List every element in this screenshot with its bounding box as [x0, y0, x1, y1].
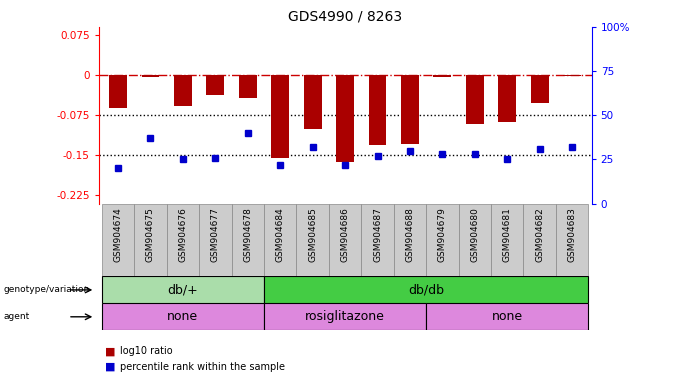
Bar [207, 75, 224, 95]
Text: GSM904677: GSM904677 [211, 207, 220, 262]
Text: db/db: db/db [408, 283, 444, 296]
Text: GDS4990 / 8263: GDS4990 / 8263 [288, 10, 402, 23]
Text: rosiglitazone: rosiglitazone [305, 310, 385, 323]
Bar [264, 276, 588, 303]
Text: GSM904688: GSM904688 [405, 207, 415, 262]
Bar [531, 75, 549, 103]
Bar [296, 204, 329, 276]
Bar [401, 75, 419, 144]
Text: GSM904680: GSM904680 [471, 207, 479, 262]
Text: ■: ■ [105, 362, 116, 372]
Bar [102, 276, 264, 303]
Text: genotype/variation: genotype/variation [3, 285, 90, 295]
Text: GSM904686: GSM904686 [341, 207, 350, 262]
Bar [491, 204, 524, 276]
Bar [498, 75, 516, 122]
Bar [361, 204, 394, 276]
Bar [426, 204, 458, 276]
Text: GSM904678: GSM904678 [243, 207, 252, 262]
Text: agent: agent [3, 312, 30, 321]
Text: GSM904679: GSM904679 [438, 207, 447, 262]
Text: GSM904683: GSM904683 [568, 207, 577, 262]
Bar [174, 75, 192, 106]
Bar [167, 204, 199, 276]
Text: GSM904682: GSM904682 [535, 207, 544, 262]
Bar [232, 204, 264, 276]
Bar [134, 204, 167, 276]
Text: GSM904687: GSM904687 [373, 207, 382, 262]
Text: GSM904676: GSM904676 [178, 207, 188, 262]
Text: none: none [167, 310, 199, 323]
Text: GSM904675: GSM904675 [146, 207, 155, 262]
Bar [264, 204, 296, 276]
Bar [102, 204, 134, 276]
Text: GSM904685: GSM904685 [308, 207, 317, 262]
Bar [141, 75, 159, 77]
Text: GSM904674: GSM904674 [114, 207, 122, 262]
Bar [271, 75, 289, 158]
Bar [239, 75, 257, 98]
Bar [433, 75, 452, 77]
Bar [426, 303, 588, 330]
Text: percentile rank within the sample: percentile rank within the sample [120, 362, 286, 372]
Text: GSM904681: GSM904681 [503, 207, 512, 262]
Bar [524, 204, 556, 276]
Bar [336, 75, 354, 162]
Text: db/+: db/+ [167, 283, 199, 296]
Bar [264, 303, 426, 330]
Text: log10 ratio: log10 ratio [120, 346, 173, 356]
Bar [304, 75, 322, 129]
Text: ■: ■ [105, 346, 116, 356]
Bar [458, 204, 491, 276]
Bar [199, 204, 232, 276]
Bar [369, 75, 386, 145]
Bar [394, 204, 426, 276]
Bar [466, 75, 483, 124]
Bar [329, 204, 361, 276]
Bar [556, 204, 588, 276]
Bar [563, 75, 581, 76]
Bar [109, 75, 127, 108]
Bar [102, 303, 264, 330]
Text: GSM904684: GSM904684 [275, 207, 285, 262]
Text: none: none [492, 310, 523, 323]
